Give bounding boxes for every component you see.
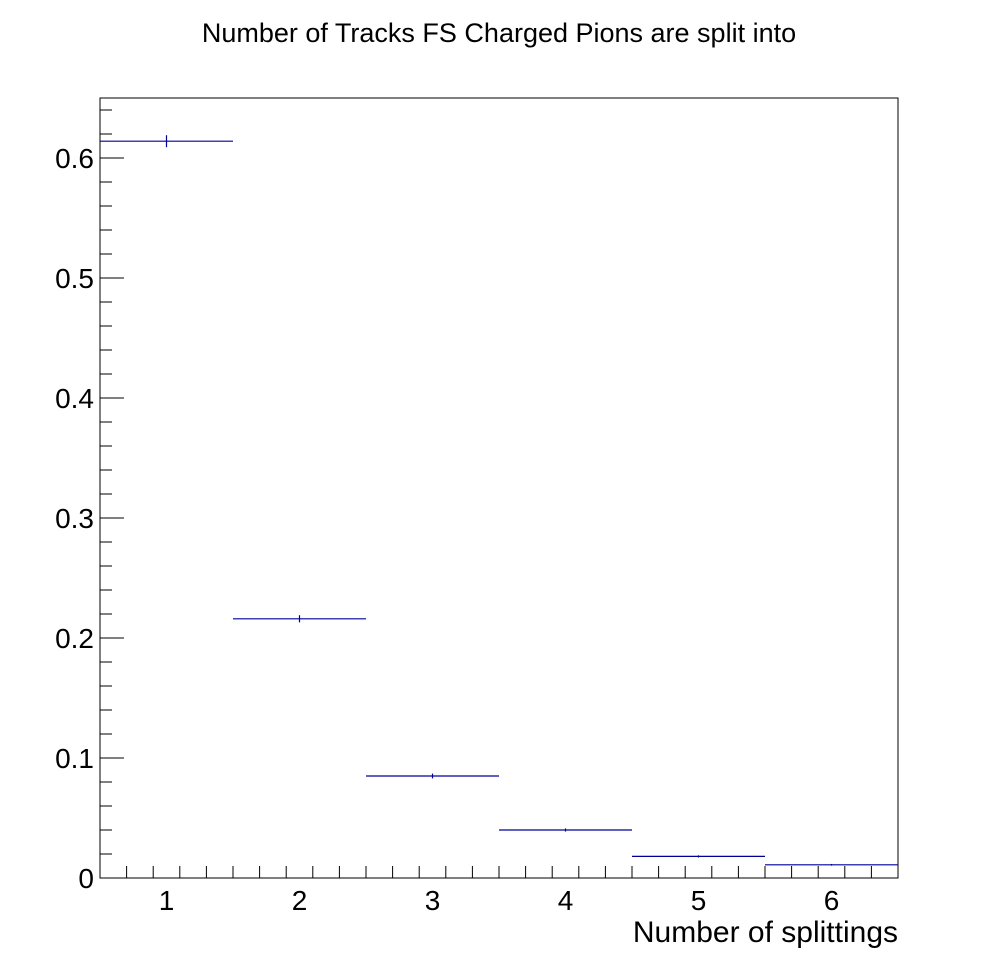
- y-tick-label: 0.1: [55, 743, 94, 774]
- data-point: [366, 773, 499, 779]
- y-tick-label: 0.2: [55, 623, 94, 654]
- y-axis: 0 0.1 0.2 0.3 0.4 0.5 0.6: [55, 109, 124, 894]
- y-tick-label: 0.5: [55, 263, 94, 294]
- x-axis-title: Number of splittings: [633, 916, 898, 949]
- x-tick-label: 2: [292, 885, 308, 916]
- y-tick-label: 0.4: [55, 383, 94, 414]
- x-tick-label: 3: [425, 885, 441, 916]
- x-tick-label: 4: [558, 885, 574, 916]
- x-tick-label: 1: [159, 885, 175, 916]
- chart-title: Number of Tracks FS Charged Pions are sp…: [202, 18, 796, 48]
- x-axis: 1 2 3 4 5 6: [99, 866, 899, 916]
- data-point: [233, 615, 366, 623]
- data-series: [100, 135, 898, 866]
- y-tick-label: 0: [78, 863, 94, 894]
- data-point: [632, 855, 765, 858]
- y-tick-label: 0.6: [55, 143, 94, 174]
- plot-frame: [99, 97, 899, 879]
- x-tick-label: 6: [824, 885, 840, 916]
- data-point: [100, 135, 233, 148]
- x-tick-label: 5: [691, 885, 707, 916]
- data-point: [765, 863, 898, 866]
- data-point: [499, 828, 632, 832]
- y-tick-label: 0.3: [55, 503, 94, 534]
